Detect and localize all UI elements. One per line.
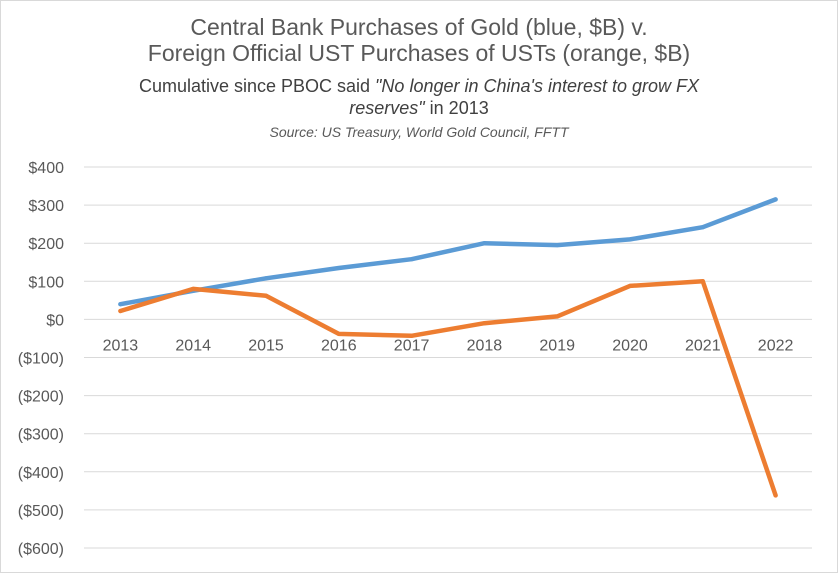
x-tick-label: 2018 xyxy=(467,337,503,354)
y-tick-label: $100 xyxy=(28,274,64,291)
data-point xyxy=(264,293,268,298)
x-tick-label: 2020 xyxy=(612,337,648,354)
x-tick-label: 2019 xyxy=(539,337,575,354)
data-point xyxy=(700,279,705,284)
x-tick-label: 2022 xyxy=(758,337,794,354)
x-tick-label: 2013 xyxy=(103,337,139,354)
gridlines xyxy=(84,166,812,549)
y-tick-label: $400 xyxy=(28,160,64,177)
data-point xyxy=(118,309,123,314)
data-point xyxy=(628,283,632,288)
data-point xyxy=(409,257,414,262)
y-tick-label: $300 xyxy=(28,198,64,215)
series-lines xyxy=(118,197,778,498)
subtitle-quote-end: reserves" xyxy=(349,98,425,118)
y-tick-label: $200 xyxy=(28,236,64,253)
subtitle-prefix: Cumulative since PBOC said xyxy=(138,76,376,96)
x-tick-label: 2015 xyxy=(248,337,284,354)
subtitle-quote-start: "No longer in China's interest to grow F… xyxy=(375,76,700,96)
data-point xyxy=(628,237,632,242)
y-tick-label: ($300) xyxy=(18,427,64,444)
chart-subtitle-line-2: reserves" in 2013 xyxy=(0,98,838,119)
data-point xyxy=(336,265,341,270)
data-point xyxy=(482,321,487,326)
data-point xyxy=(773,197,778,202)
y-tick-label: ($500) xyxy=(18,503,64,520)
gold-purchases-line xyxy=(118,197,778,307)
data-point xyxy=(773,493,778,498)
y-tick-label: ($600) xyxy=(18,541,64,558)
data-point xyxy=(555,243,560,248)
y-tick-label: ($100) xyxy=(18,351,64,368)
x-tick-label: 2016 xyxy=(321,337,357,354)
data-point xyxy=(409,333,414,338)
y-tick-label: ($200) xyxy=(18,389,64,406)
chart-subtitle-line-1: Cumulative since PBOC said "No longer in… xyxy=(0,76,838,97)
data-point xyxy=(482,241,487,246)
data-point xyxy=(555,314,560,319)
x-tick-label: 2021 xyxy=(685,337,721,354)
chart-title-line-1: Central Bank Purchases of Gold (blue, $B… xyxy=(190,14,648,40)
x-tick-label: 2017 xyxy=(394,337,430,354)
subtitle-suffix: in 2013 xyxy=(424,98,489,118)
chart-source: Source: US Treasury, World Gold Council,… xyxy=(269,124,569,140)
y-axis: $400 $300 $200 $100 $0 ($100) ($200) ($300) ($40… xyxy=(18,160,64,558)
data-point xyxy=(700,225,705,230)
ust-purchases-line xyxy=(118,279,778,498)
data-point xyxy=(118,302,123,307)
y-tick-label: ($400) xyxy=(18,465,64,482)
x-axis: 2013 2014 2015 2016 2017 2018 2019 2020 2021 2022 xyxy=(103,337,794,354)
data-point xyxy=(336,331,341,336)
data-point xyxy=(264,276,268,281)
y-tick-label: $0 xyxy=(46,312,64,329)
chart-title-line-2: Foreign Official UST Purchases of USTs (… xyxy=(147,40,691,66)
x-tick-label: 2014 xyxy=(175,337,211,354)
data-point xyxy=(191,286,196,291)
